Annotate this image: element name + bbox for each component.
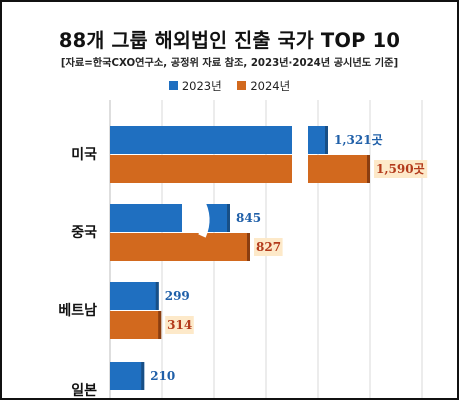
bar-0-2: [110, 282, 159, 310]
legend-label-2023: 2023년: [181, 79, 222, 93]
bar-end-0-0: [325, 126, 328, 154]
chart-subtitle: [자료=한국CXO연구소, 공정위 자료 참조, 2023년·2024년 공시년…: [60, 58, 399, 69]
bar-0-1-a: [110, 204, 182, 232]
data-label-0-3: 210: [150, 369, 175, 383]
legend-item-2024: 2024년: [237, 78, 290, 94]
data-label-bg-1-1: [254, 238, 283, 256]
bar-end-1-2: [158, 311, 162, 339]
bar-1-0-a: [110, 155, 292, 183]
data-label-0-2: 299: [165, 289, 190, 303]
data-label-bg-1-2: [165, 316, 194, 334]
category-label-0: 미국: [71, 147, 97, 163]
bar-end-1-1: [247, 233, 250, 261]
bar-1-1: [110, 233, 250, 261]
bar-end-0-3: [141, 362, 145, 390]
chart-title: 88개 그룹 해외법인 진출 국가 TOP 10: [58, 29, 401, 52]
data-label-1-0: 1,590곳: [376, 162, 425, 176]
axis-break-mark-0: [294, 120, 308, 189]
legend-swatch-2023: [168, 81, 178, 90]
legend-swatch-2024: [237, 81, 247, 90]
category-label-3: 일본: [71, 383, 97, 399]
data-label-0-0: 1,321곳: [334, 133, 383, 147]
data-label-0-1: 845: [236, 211, 261, 225]
bar-0-0-b: [308, 126, 328, 154]
axis-break-mark-1: [196, 198, 210, 238]
legend-label-2024: 2024년: [250, 79, 291, 93]
data-label-1-2: 314: [167, 318, 192, 332]
bar-0-3: [110, 362, 145, 390]
category-label-2: 베트남: [58, 302, 97, 319]
category-label-1: 중국: [71, 225, 97, 241]
legend: 2023년 2024년: [2, 78, 457, 94]
bar-0-0-a: [110, 126, 292, 154]
legend-item-2023: 2023년: [168, 78, 222, 94]
data-label-bg-1-0: [374, 160, 428, 178]
data-label-1-1: 827: [256, 240, 281, 254]
bar-1-0-b: [308, 155, 370, 183]
bar-end-0-2: [155, 282, 159, 310]
bar-end-0-1: [227, 204, 230, 232]
bar-end-1-0: [367, 155, 370, 183]
bar-1-2: [110, 311, 162, 339]
